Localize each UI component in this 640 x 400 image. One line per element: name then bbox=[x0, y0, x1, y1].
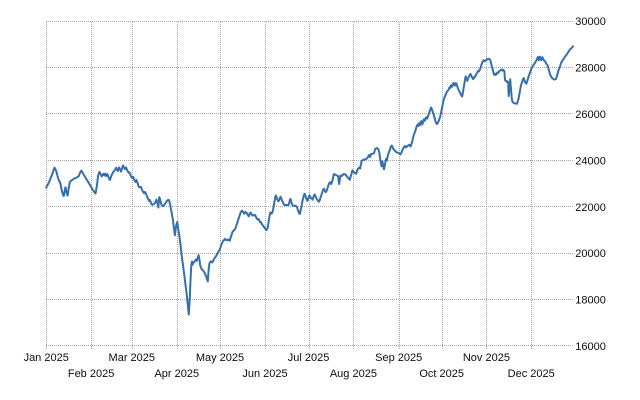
svg-text:Jul 2025: Jul 2025 bbox=[288, 352, 330, 364]
svg-text:22000: 22000 bbox=[575, 202, 606, 214]
svg-text:Mar 2025: Mar 2025 bbox=[109, 352, 155, 364]
svg-text:Feb 2025: Feb 2025 bbox=[68, 368, 114, 380]
svg-text:20000: 20000 bbox=[575, 248, 606, 260]
svg-text:24000: 24000 bbox=[575, 155, 606, 167]
svg-text:May 2025: May 2025 bbox=[196, 352, 244, 364]
svg-text:Apr 2025: Apr 2025 bbox=[154, 368, 199, 380]
svg-text:Jan 2025: Jan 2025 bbox=[24, 352, 69, 364]
svg-text:Aug 2025: Aug 2025 bbox=[330, 368, 377, 380]
svg-text:Dec 2025: Dec 2025 bbox=[508, 368, 555, 380]
svg-text:Nov 2025: Nov 2025 bbox=[463, 352, 510, 364]
svg-text:Oct 2025: Oct 2025 bbox=[419, 368, 464, 380]
svg-text:Sep 2025: Sep 2025 bbox=[375, 352, 422, 364]
svg-text:Jun 2025: Jun 2025 bbox=[242, 368, 287, 380]
svg-text:18000: 18000 bbox=[575, 295, 606, 307]
svg-text:28000: 28000 bbox=[575, 63, 606, 75]
svg-text:30000: 30000 bbox=[575, 16, 606, 28]
svg-text:26000: 26000 bbox=[575, 109, 606, 121]
svg-text:16000: 16000 bbox=[575, 341, 606, 353]
